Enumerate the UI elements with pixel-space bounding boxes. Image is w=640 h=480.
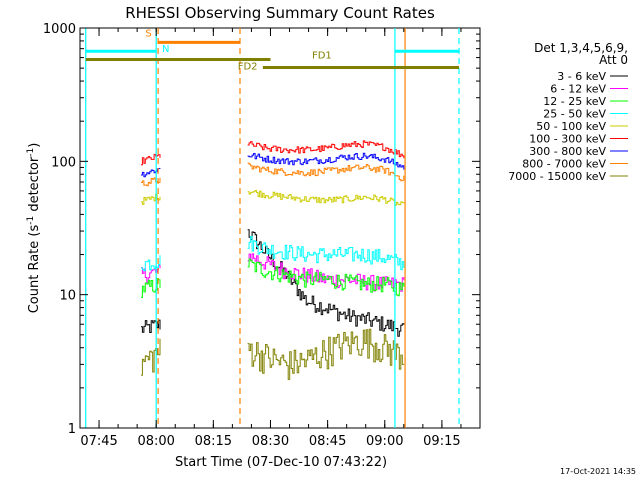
y-tick-label: 1 [68,422,76,437]
legend-label: 3 - 6 keV [557,70,606,83]
x-axis-label: Start Time (07-Dec-10 07:43:22) [175,455,387,470]
plot-border [79,27,481,429]
x-tick-label: 09:15 [423,434,460,449]
y-axis-label: Count Rate (s-1 detector-1) [26,143,42,314]
series-300_800keV [141,152,405,178]
y-axis-label-end: ) [27,143,42,148]
series-100_300keV [141,140,405,166]
series-line-segment1 [141,193,161,205]
series-line-segment2 [247,190,405,206]
y-tick-label: 1000 [43,22,76,37]
x-tick-label: 08:45 [309,434,346,449]
plot-frame [79,27,481,429]
flag-label-S: S [145,29,151,40]
flag-label-N: N [162,44,169,55]
x-tick-label: 08:30 [252,434,289,449]
series-line-segment1 [141,338,161,376]
series-line-segment2 [247,253,405,292]
flag-label-FD2: FD2 [238,61,258,72]
axes-layer: 07:45 08:00 08:15 08:30 08:45 09:00 09:15 1 10 10… [43,22,481,449]
legend-label: 100 - 300 keV [529,133,606,146]
flag-label-FD1: FD1 [312,51,332,62]
legend-label: 300 - 800 keV [529,145,606,158]
chart-title: RHESSI Observing Summary Count Rates [125,4,435,22]
y-axis-label-sup2: -1 [26,148,36,157]
series-50_100keV [141,190,405,206]
series-line-segment1 [141,264,161,284]
series-layer [141,140,405,380]
series-line-segment2 [247,258,405,297]
legend-header-line1: Det 1,3,4,5,6,9, [534,41,628,55]
x-tick-label: 08:00 [137,434,174,449]
x-tick-label: 09:00 [366,434,403,449]
legend-label: 6 - 12 keV [550,83,606,96]
legend-label: 12 - 25 keV [543,95,606,108]
y-tick-label: 100 [51,155,76,170]
series-3_6keV [141,229,405,337]
y-axis-label-mid: detector [27,156,42,216]
series-7000_15000keV [141,328,405,380]
series-line-segment2 [247,152,405,170]
marker-layer [85,28,460,428]
series-line-segment1 [141,177,161,187]
series-800_7000keV [141,162,405,187]
series-line-segment1 [141,168,161,178]
x-tick-label: 08:15 [195,434,232,449]
series-line-segment1 [141,153,161,166]
x-tick-label: 07:45 [80,434,117,449]
y-axis-label-main: Count Rate (s [27,225,42,314]
series-line-segment1 [141,278,161,298]
series-12_25keV [141,258,405,298]
legend-label: 7000 - 15000 keV [508,170,606,183]
legend-label: 800 - 7000 keV [522,158,606,171]
flag-layer: SN FD1 FD2 [85,29,460,72]
series-line-segment1 [141,319,161,333]
legend-label: 50 - 100 keV [536,120,606,133]
series-25_50keV [141,235,405,272]
series-line-segment2 [247,229,405,337]
series-line-segment2 [247,235,405,271]
legend-label: 25 - 50 keV [543,108,606,121]
footer-date: 17-Oct-2021 14:35 [560,467,636,476]
y-tick-label: 10 [59,289,76,304]
series-line-segment2 [247,140,405,159]
series-line-segment1 [141,255,161,272]
y-axis-label-sup1: -1 [26,216,36,225]
series-line-segment2 [247,162,405,182]
series-line-segment2 [247,328,405,380]
legend-header-line2: Att 0 [599,53,628,67]
